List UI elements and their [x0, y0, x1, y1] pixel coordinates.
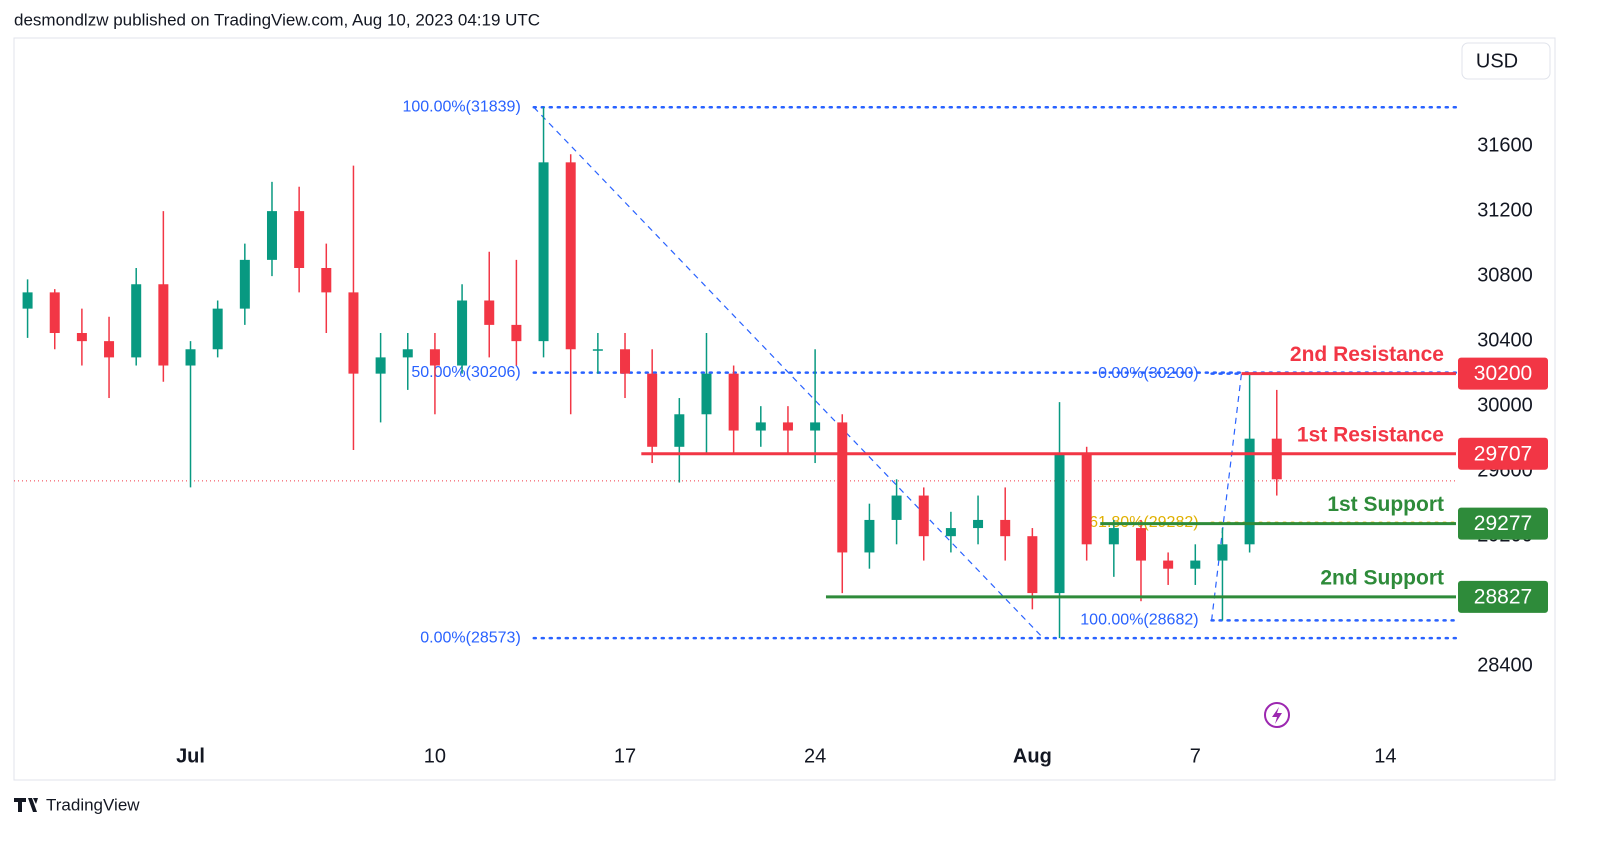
fib-level-label: 100.00%(31839)	[402, 98, 520, 115]
fib-level-label: 0.00%(28573)	[420, 629, 521, 646]
level-price-label: 28827	[1474, 585, 1532, 608]
y-tick-label: 30800	[1477, 264, 1533, 286]
level-price-box	[1458, 507, 1548, 540]
candle-body	[1081, 454, 1092, 545]
level-name: 2nd Resistance	[1290, 343, 1444, 366]
fib-level-label: 0.00%(30200)	[1098, 365, 1199, 382]
candle-body	[701, 373, 712, 415]
candle-body	[76, 333, 87, 342]
fib-trend-line	[533, 106, 1044, 639]
x-tick-label: Aug	[1013, 745, 1052, 767]
candle-body	[918, 495, 929, 537]
fib-trend-line	[1210, 373, 1243, 621]
x-tick-label: 24	[804, 745, 826, 767]
candle-body	[538, 162, 549, 342]
candle-body	[592, 349, 603, 351]
candle-body	[1190, 560, 1201, 569]
candle-body	[158, 284, 169, 366]
candle-body	[864, 519, 875, 553]
candle-body	[375, 357, 386, 374]
level-price-label: 29707	[1474, 442, 1532, 465]
level-price-label: 29277	[1474, 512, 1532, 535]
candle-body	[239, 259, 250, 309]
y-tick-label: 30000	[1477, 394, 1533, 416]
candle-body	[429, 349, 440, 366]
candle-body	[484, 300, 495, 325]
level-price-label: 30200	[1474, 362, 1532, 385]
y-tick-label: 30400	[1477, 329, 1533, 351]
candle-body	[728, 373, 739, 431]
header: desmondlzw published on TradingView.com,…	[14, 10, 540, 29]
x-tick-label: 10	[424, 745, 446, 767]
candle-body	[1271, 438, 1282, 480]
candle-body	[1244, 438, 1255, 545]
fib-level-label: 100.00%(28682)	[1080, 612, 1198, 629]
candle-body	[837, 422, 848, 553]
x-tick-label: 7	[1190, 745, 1201, 767]
event-icon	[1264, 702, 1290, 728]
candle-body	[674, 414, 685, 447]
candle-body	[1027, 536, 1038, 594]
candle-body	[810, 422, 821, 431]
level-price-box	[1458, 437, 1548, 470]
candle-body	[1108, 528, 1119, 545]
candle-body	[1054, 454, 1065, 594]
candle-body	[620, 349, 631, 374]
x-tick-label: Jul	[176, 745, 205, 767]
candle-body	[266, 211, 277, 260]
y-tick-label: 31200	[1477, 199, 1533, 221]
currency-box	[1461, 42, 1551, 80]
candle-body	[945, 528, 956, 537]
candle-body	[457, 300, 468, 366]
candle-body	[185, 349, 196, 366]
candle-body	[104, 341, 115, 358]
candle-body	[511, 324, 522, 342]
currency: USD	[1476, 50, 1518, 72]
candle-body	[1217, 544, 1228, 561]
candle-body	[1163, 560, 1174, 569]
y-tick-label: 28400	[1477, 655, 1533, 677]
candle-body	[402, 349, 413, 358]
plot: 2840028800292002960030000304003080031200…	[14, 98, 1533, 767]
x-tick-label: 17	[614, 745, 636, 767]
candle-body	[131, 284, 142, 358]
level-price-box	[1458, 357, 1548, 390]
brand: TradingView	[46, 795, 140, 814]
candle-body	[891, 495, 902, 520]
level-name: 1st Resistance	[1297, 423, 1444, 446]
candle-body	[782, 422, 793, 431]
event-icon-bolt	[1272, 707, 1282, 724]
brand-logo	[14, 798, 38, 812]
candle-body	[212, 308, 223, 350]
candle-body	[973, 519, 984, 529]
fib-level-label: 50.00%(30206)	[411, 364, 520, 381]
candle-body	[647, 373, 658, 447]
candle-body	[294, 211, 305, 268]
candle-body	[565, 162, 576, 350]
candle-body	[321, 267, 332, 293]
candle-body	[49, 292, 60, 334]
y-tick-label: 31600	[1477, 134, 1533, 156]
level-price-box	[1458, 580, 1548, 613]
x-tick-label: 14	[1374, 745, 1396, 767]
candle-body	[22, 292, 33, 309]
candle-body	[755, 422, 766, 431]
chart-frame	[13, 37, 1556, 781]
candle-body	[1000, 519, 1011, 537]
level-name: 1st Support	[1327, 493, 1444, 516]
candle-body	[1135, 528, 1146, 561]
level-name: 2nd Support	[1320, 566, 1444, 589]
candle-body	[348, 292, 359, 374]
